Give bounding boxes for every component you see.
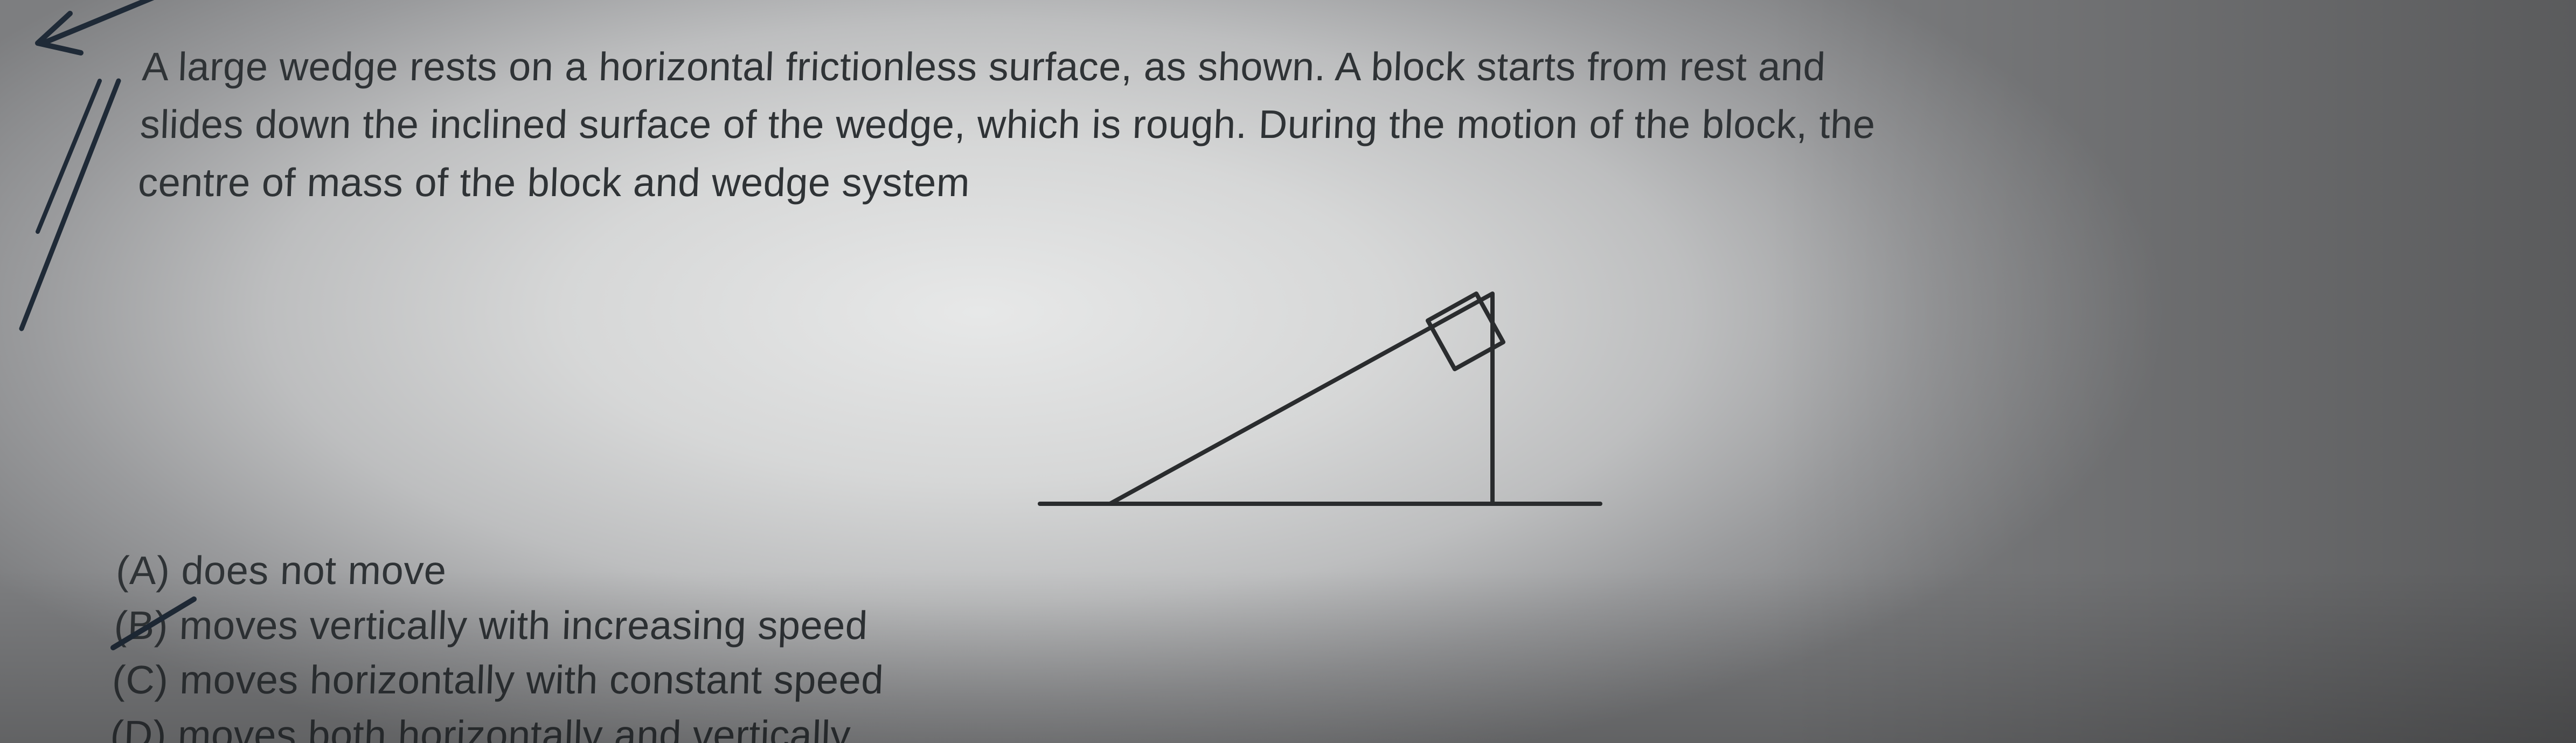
pen-slash-left [5, 70, 129, 339]
question-text: A large wedge rests on a horizontal fric… [137, 38, 2433, 211]
question-line-3: centre of mass of the block and wedge sy… [137, 154, 2429, 211]
pen-strike-b [102, 588, 205, 658]
option-c: (C) moves horizontally with constant spe… [112, 654, 1837, 706]
diagram-wedge [1110, 294, 1492, 504]
pen-slash-1 [22, 81, 119, 329]
exam-page: A large wedge rests on a horizontal fric… [0, 0, 2576, 743]
answer-options: (A) does not move (B) moves vertically w… [109, 544, 1841, 743]
question-line-2: slides down the inclined surface of the … [139, 95, 2431, 153]
option-b: (B) moves vertically with increasing spe… [113, 599, 1839, 652]
question-line-1: A large wedge rests on a horizontal fric… [141, 38, 2433, 95]
option-a: (A) does not move [115, 544, 1841, 597]
option-d: (D) moves both horizontally and vertical… [109, 709, 1835, 743]
wedge-diagram [1018, 245, 1622, 525]
pen-strike-line [113, 599, 194, 648]
pen-arrow-head [38, 13, 81, 53]
pen-arrow-shaft [43, 0, 199, 43]
